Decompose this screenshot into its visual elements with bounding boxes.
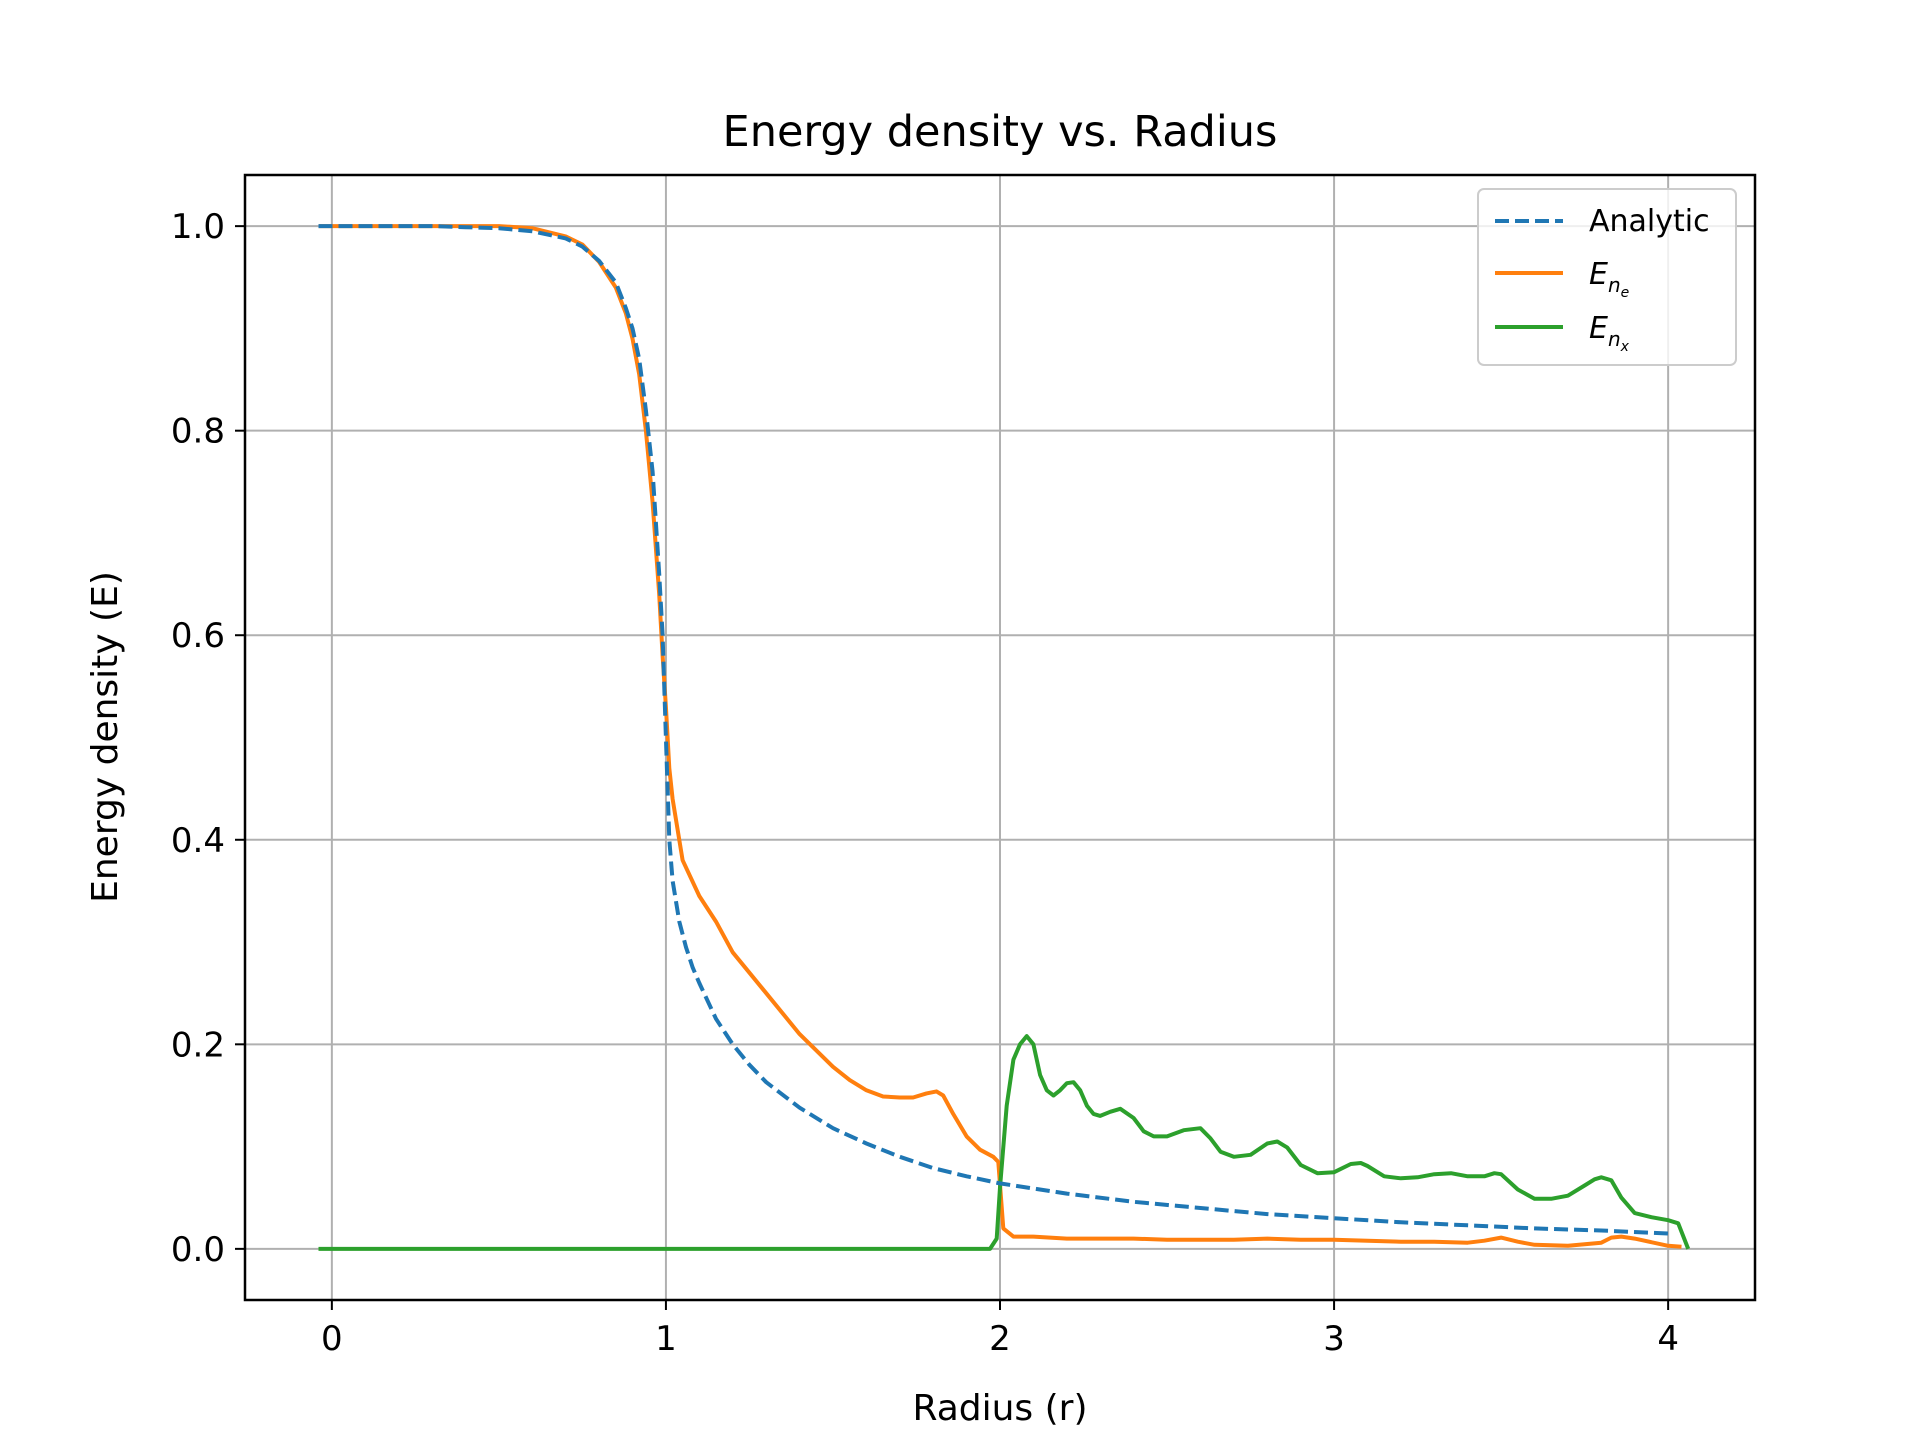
series-analytic-line: [318, 224, 1669, 1236]
legend-label-ne: Ene: [1589, 257, 1629, 301]
legend-nx-sub: n: [1608, 327, 1621, 351]
x-tick-label: 3: [1323, 1319, 1345, 1359]
legend-nx-subsub: x: [1620, 339, 1630, 355]
legend-label-nx: Enx: [1589, 311, 1630, 355]
y-tick-label: 0.6: [171, 616, 225, 656]
y-tick-label: 0.2: [171, 1025, 225, 1065]
y-tick-label: 0.0: [171, 1230, 225, 1270]
y-tick-label: 0.4: [171, 821, 225, 861]
legend-ne-subsub: e: [1621, 285, 1630, 301]
axis-ticks: 0 1 2 3 4 0.0 0.2 0.4 0.6 0.8 1.0: [171, 207, 1679, 1359]
y-tick-label: 1.0: [171, 207, 225, 247]
series-nx-line: [318, 1034, 1691, 1251]
y-tick-label: 0.8: [171, 412, 225, 452]
chart-title: Energy density vs. Radius: [723, 107, 1278, 157]
x-tick-label: 4: [1657, 1319, 1679, 1359]
legend: Analytic Ene Enx: [1477, 188, 1737, 366]
legend-ne-sub: n: [1608, 273, 1621, 297]
legend-nx-base: E: [1589, 311, 1608, 346]
legend-box: [1477, 188, 1737, 366]
x-tick-label: 2: [989, 1319, 1011, 1359]
y-axis-label: Energy density (E): [85, 571, 126, 903]
x-tick-label: 1: [655, 1319, 677, 1359]
x-axis-label: Radius (r): [912, 1388, 1087, 1429]
x-tick-label: 0: [321, 1319, 343, 1359]
legend-label-analytic: Analytic: [1589, 204, 1710, 239]
plot-series: [318, 224, 1691, 1251]
legend-ne-base: E: [1589, 257, 1608, 292]
